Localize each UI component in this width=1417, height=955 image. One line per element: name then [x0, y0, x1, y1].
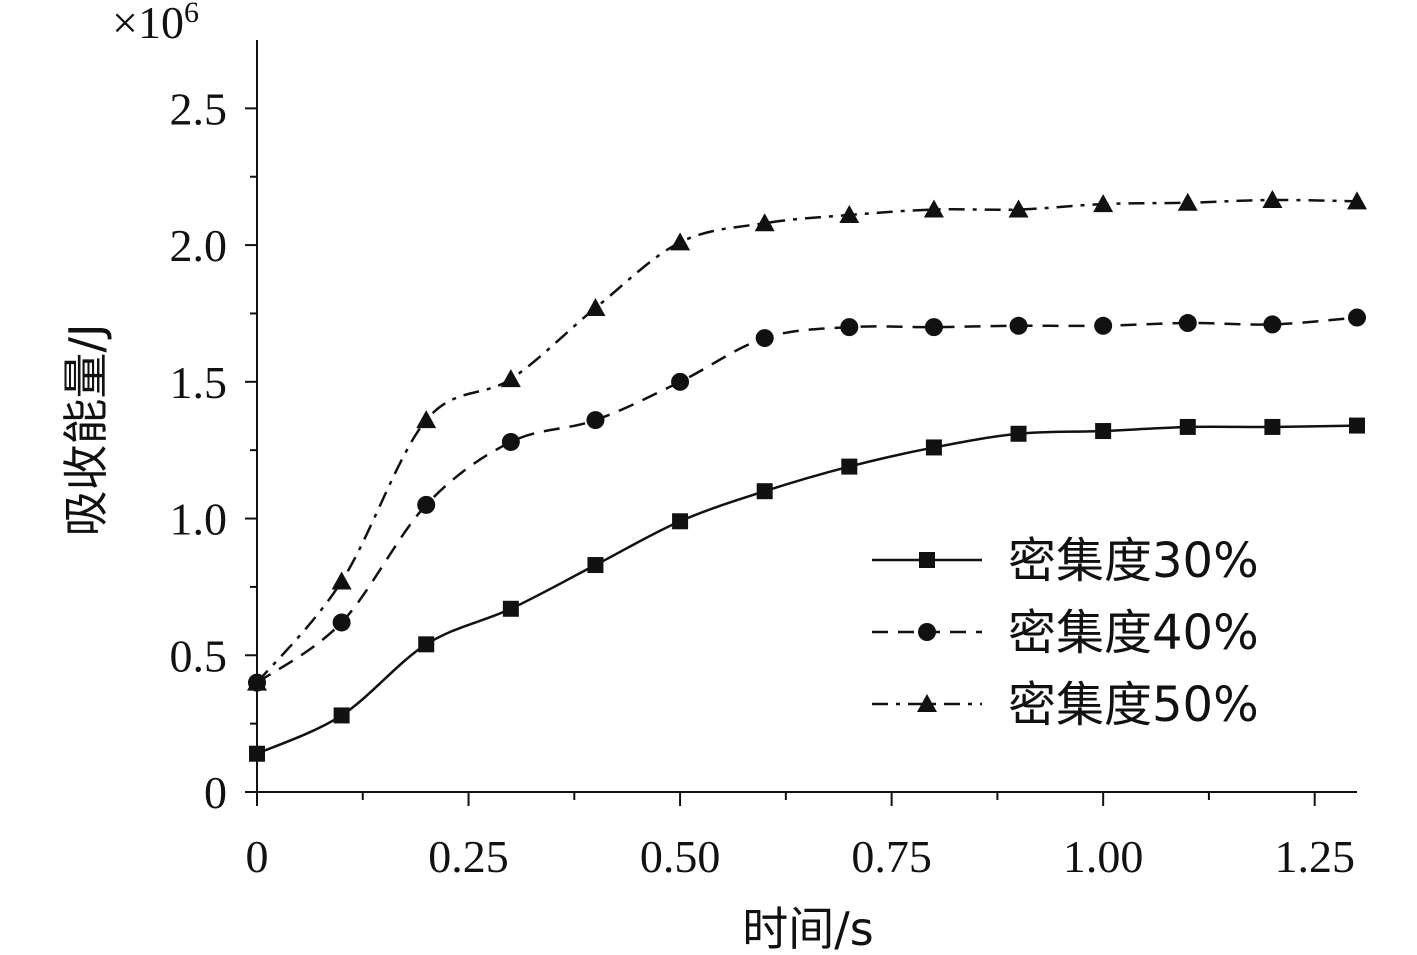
x-tick-label: 1.25	[1274, 831, 1355, 882]
data-point	[1348, 308, 1366, 327]
data-point	[1264, 418, 1281, 435]
data-point	[672, 513, 689, 530]
legend-label: 密集度50%	[1008, 677, 1259, 733]
y-tick-label: 2.0	[170, 220, 228, 271]
x-tick-label: 1.00	[1063, 831, 1144, 882]
data-point	[1009, 316, 1028, 335]
data-point	[923, 199, 944, 218]
data-point	[500, 369, 521, 388]
data-point	[1349, 417, 1365, 434]
data-point	[416, 410, 437, 429]
data-point	[839, 205, 860, 224]
data-point	[925, 439, 942, 456]
data-point	[840, 318, 859, 337]
data-point	[1179, 418, 1196, 435]
data-point	[1178, 314, 1197, 333]
axes: 0 0.5 1.0 1.5 2.0 2.5 0 0.25 0.50 0.75 1.00 1.25	[170, 40, 1357, 882]
data-point	[333, 707, 350, 724]
legend-item: 密集度40%	[872, 605, 1259, 661]
data-point	[1095, 423, 1112, 440]
series-1	[249, 417, 1365, 762]
y-tick-label: 0.5	[170, 630, 228, 681]
data-point	[1263, 315, 1282, 334]
x-tick-label: 0.75	[851, 831, 932, 882]
legend-label: 密集度30%	[1008, 533, 1259, 589]
data-point	[841, 458, 858, 475]
data-point	[754, 213, 775, 232]
data-point	[756, 483, 773, 500]
legend: 密集度30% 密集度40% 密集度50%	[872, 533, 1259, 733]
y-tick-label: 1.0	[170, 494, 228, 545]
x-tick-label: 0.50	[640, 831, 721, 882]
series-3	[247, 189, 1367, 691]
data-point	[1094, 316, 1113, 335]
legend-label: 密集度40%	[1008, 605, 1259, 661]
data-point	[1347, 191, 1367, 210]
data-point	[331, 571, 352, 590]
data-point	[418, 636, 435, 653]
data-point	[671, 372, 690, 391]
y-axis-multiplier: ×106	[112, 0, 199, 48]
data-point	[247, 672, 267, 691]
y-tick-label: 1.5	[170, 357, 228, 408]
x-tick-label: 0.25	[428, 831, 509, 882]
data-point	[501, 432, 520, 451]
x-tick-label: 0	[246, 831, 269, 882]
legend-marker	[917, 694, 937, 712]
data-point	[586, 411, 605, 430]
series-group	[247, 189, 1367, 762]
legend-item: 密集度30%	[872, 533, 1259, 589]
data-point	[249, 745, 265, 762]
data-point	[924, 318, 943, 337]
data-point	[1093, 194, 1114, 213]
data-point	[755, 329, 774, 348]
y-axis-label: 吸收能量/J	[59, 323, 113, 536]
data-point	[1010, 425, 1027, 442]
data-point	[1008, 199, 1029, 218]
data-point	[670, 232, 691, 251]
y-tick-label: 2.5	[170, 83, 228, 134]
data-point	[1262, 189, 1283, 208]
legend-marker	[919, 552, 935, 568]
data-point	[1177, 192, 1198, 211]
series-line	[256, 198, 1358, 684]
data-point	[332, 613, 351, 632]
data-point	[417, 495, 436, 514]
legend-item: 密集度50%	[872, 677, 1259, 733]
data-point	[587, 557, 604, 574]
data-point	[502, 600, 519, 617]
data-point	[585, 297, 606, 316]
x-axis-label: 时间/s	[742, 902, 873, 955]
legend-marker	[918, 623, 936, 641]
y-tick-label: 0	[204, 767, 227, 818]
